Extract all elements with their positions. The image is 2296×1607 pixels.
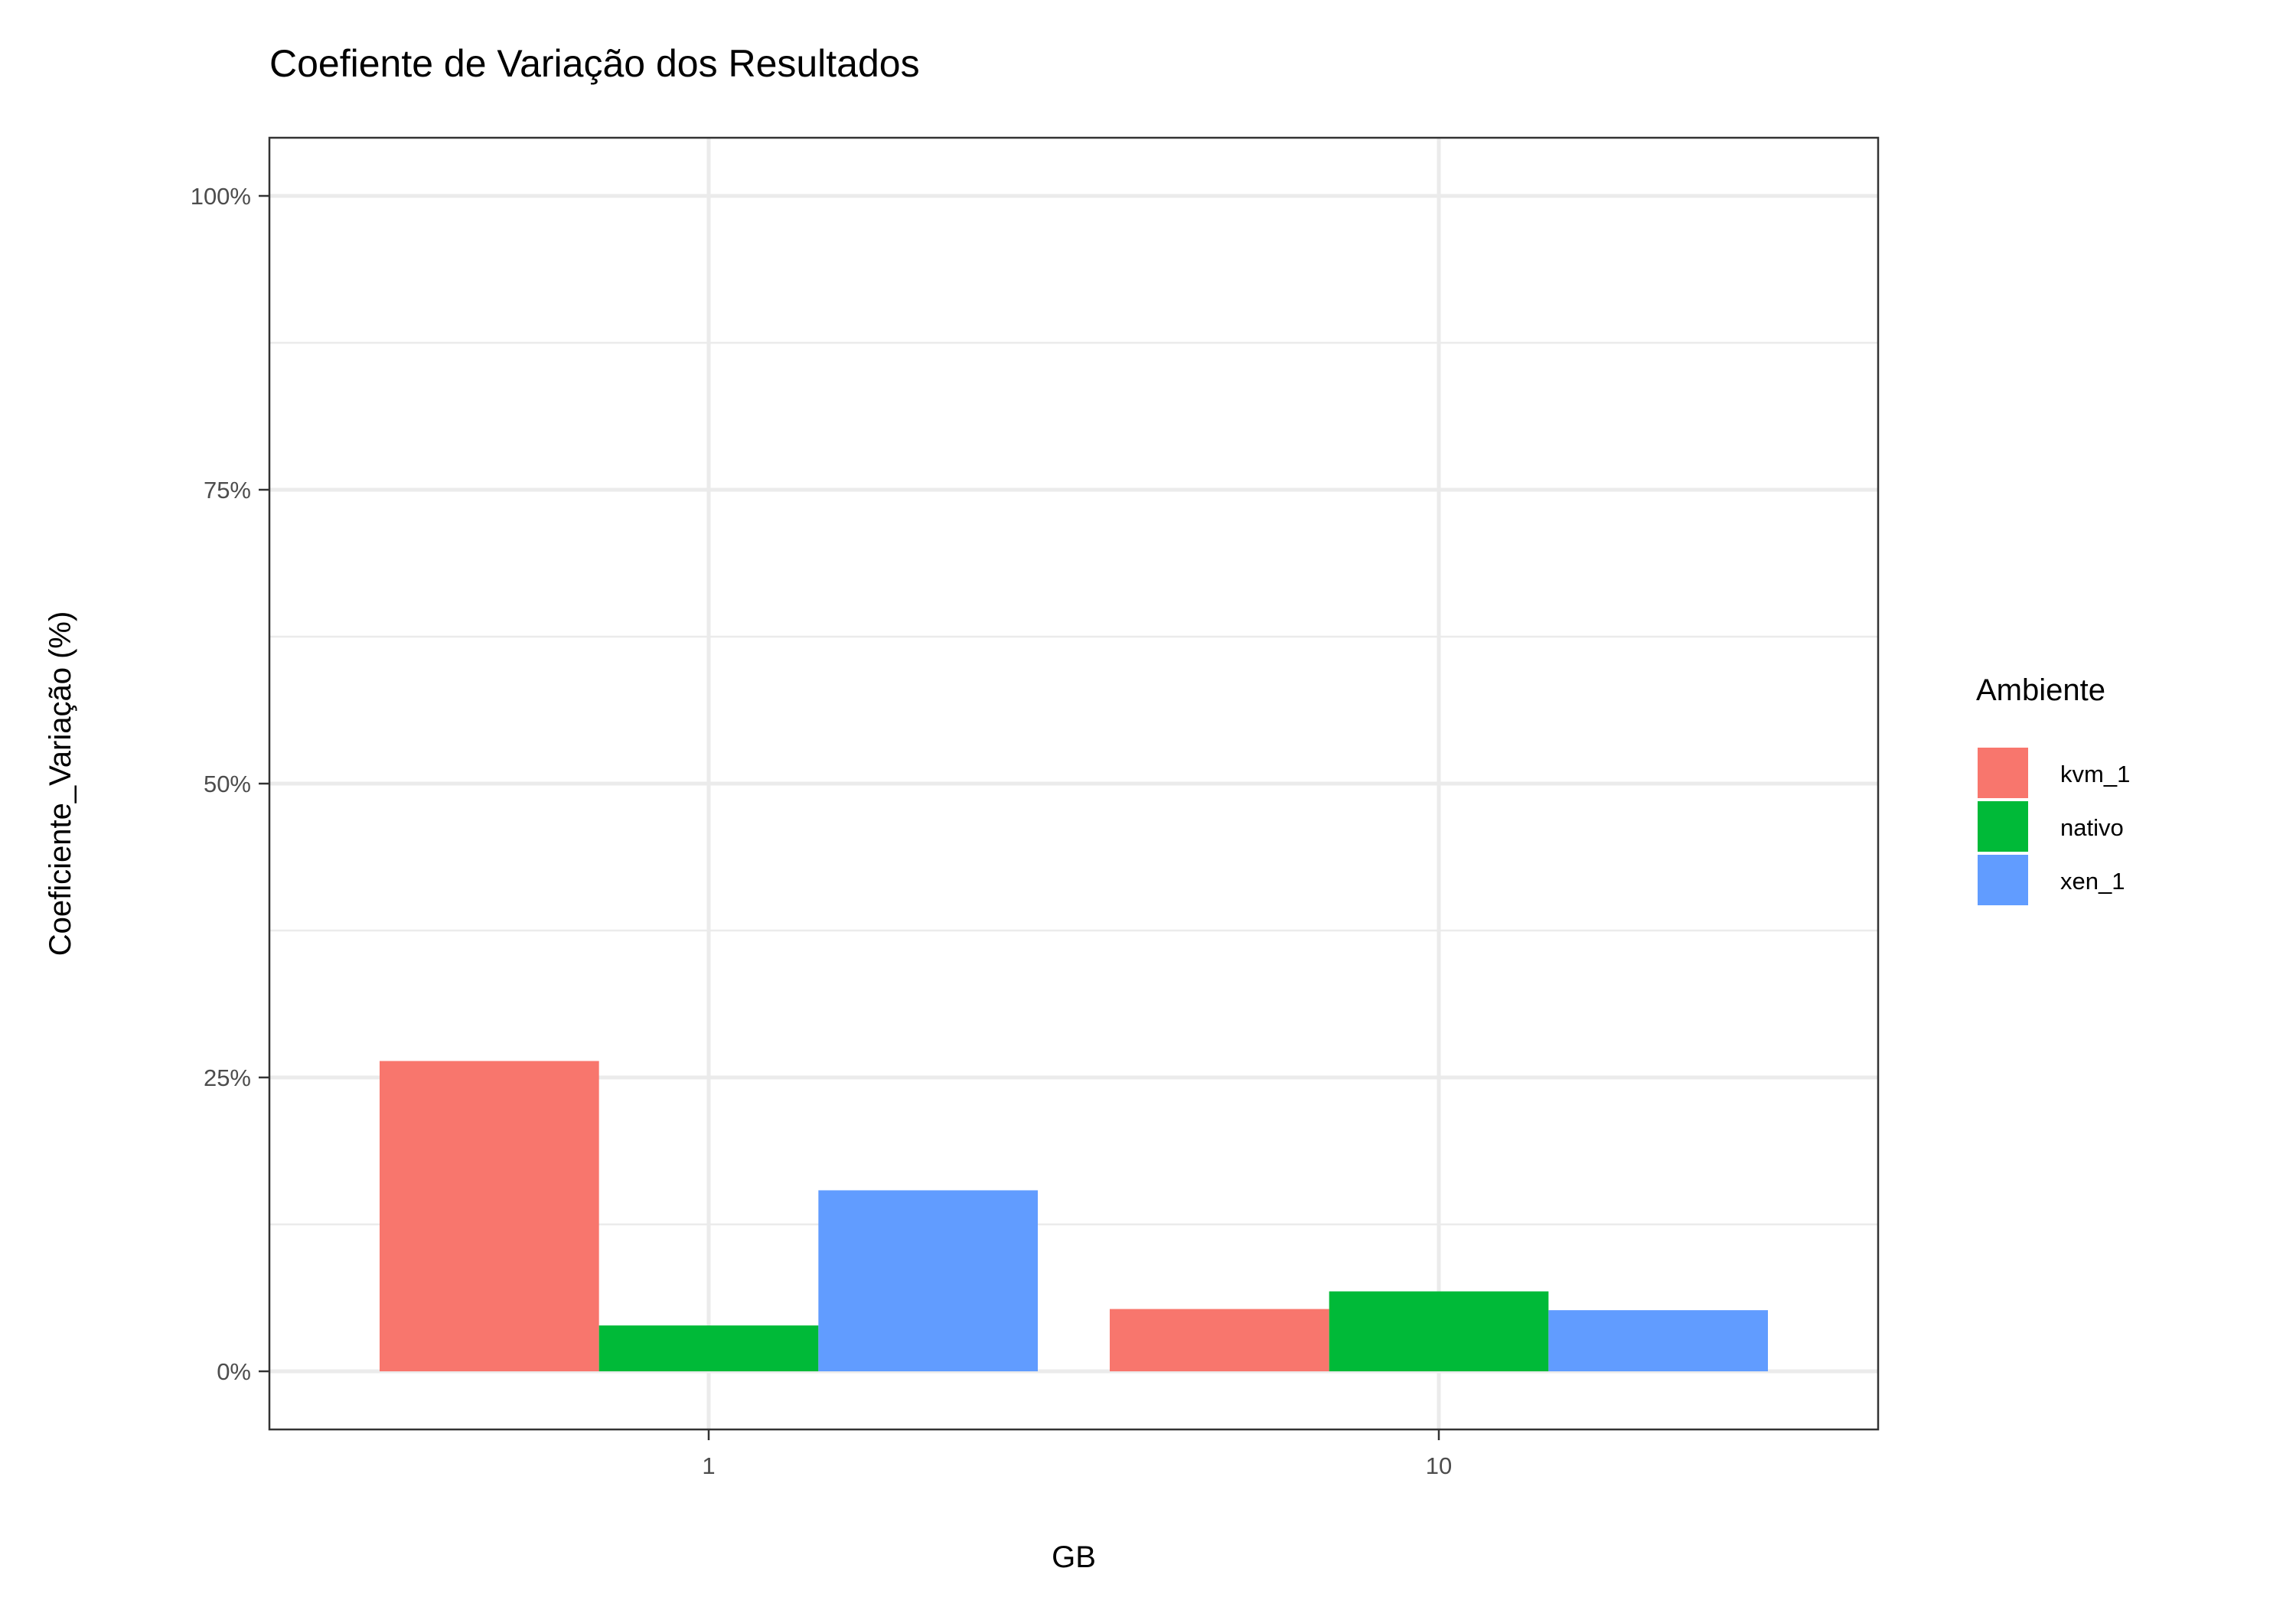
y-tick-label: 50% xyxy=(204,771,251,797)
x-axis-title: GB xyxy=(1052,1540,1096,1574)
y-axis: 0% 25% 50% 75% 100% xyxy=(191,183,269,1385)
x-tick-label: 10 xyxy=(1426,1452,1452,1479)
y-tick-label: 25% xyxy=(204,1064,251,1091)
plot-panel xyxy=(268,136,1880,1431)
legend-title: Ambiente xyxy=(1976,673,2105,707)
legend-label-nativo: nativo xyxy=(2060,814,2124,841)
x-tick-label: 1 xyxy=(702,1452,715,1479)
bar-kvm_1-1 xyxy=(380,1061,599,1371)
chart-title: Coefiente de Variação dos Resultados xyxy=(269,42,920,85)
bar-xen_1-1 xyxy=(818,1190,1038,1371)
bar-nativo-10 xyxy=(1329,1291,1549,1371)
x-axis: 1 10 xyxy=(702,1429,1452,1479)
legend-label-xen_1: xen_1 xyxy=(2060,868,2125,895)
y-tick-label: 100% xyxy=(191,183,251,210)
bar-kvm_1-10 xyxy=(1110,1309,1329,1371)
y-tick-label: 75% xyxy=(204,477,251,504)
legend-key-nativo xyxy=(1978,801,2028,852)
bar-xen_1-10 xyxy=(1548,1310,1768,1371)
legend-key-kvm_1 xyxy=(1978,748,2028,798)
bar-nativo-1 xyxy=(598,1325,819,1371)
grid-lines xyxy=(269,138,1878,1429)
legend-label-kvm_1: kvm_1 xyxy=(2060,761,2130,787)
y-tick-label: 0% xyxy=(217,1358,251,1385)
y-axis-title: Coeficiente_Variação (%) xyxy=(44,611,77,957)
bars xyxy=(380,1061,1768,1371)
legend-key-xen_1 xyxy=(1978,855,2028,905)
